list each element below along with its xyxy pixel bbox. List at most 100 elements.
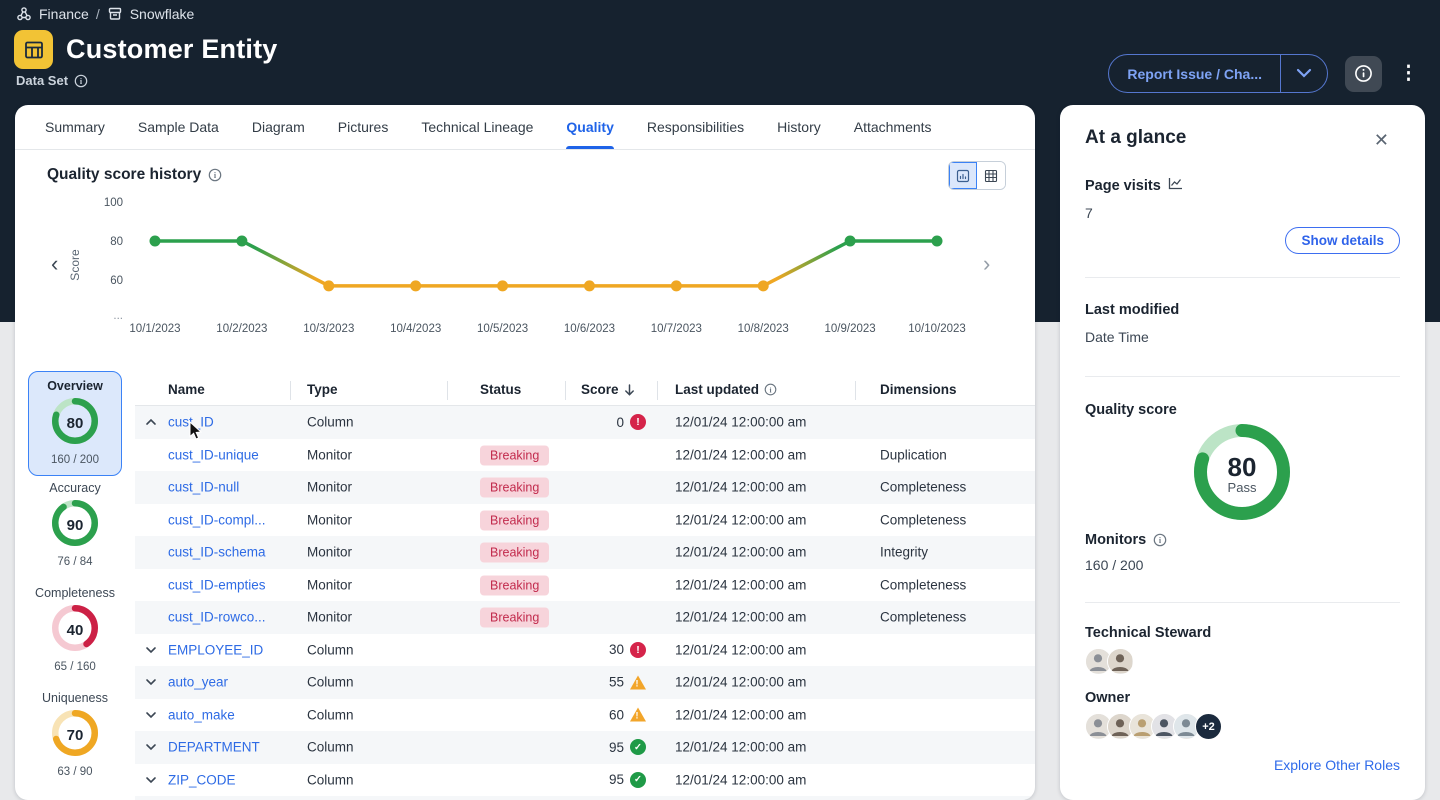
dimension-overview[interactable]: Overview 80 160 / 200 (28, 371, 122, 476)
dimension-label: Uniqueness (41, 691, 108, 705)
score-cell: 30! (535, 641, 646, 658)
asset-name-link[interactable]: cust_ID-unique (168, 447, 259, 463)
svg-text:10/8/2023: 10/8/2023 (738, 323, 789, 335)
expand-expand-icon[interactable] (144, 675, 158, 689)
last-updated-cell: 12/01/24 12:00:00 am (675, 739, 807, 755)
more-menu-button[interactable]: ⋮ (1399, 63, 1418, 84)
tab-diagram[interactable]: Diagram (251, 119, 305, 135)
dimension-cell: Integrity (880, 544, 929, 560)
panel-divider (1085, 602, 1400, 603)
asset-name-link[interactable]: ZIP_CODE (168, 772, 236, 788)
asset-name-link[interactable]: cust_ID-compl... (168, 512, 266, 528)
status-badge: Breaking (480, 510, 550, 531)
asset-name-link[interactable]: auto_make (168, 707, 235, 723)
table-row: cust_ID-schema Monitor Breaking 12/01/24 12… (135, 536, 1035, 569)
column-separator (855, 381, 856, 400)
dimension-detail: 65 / 160 (54, 661, 96, 673)
table-row: cust_ID-unique Monitor Breaking 12/01/24 12… (135, 439, 1035, 472)
tab-sample-data[interactable]: Sample Data (137, 119, 219, 135)
dimension-donut: 70 (52, 710, 98, 761)
quality-score-history-title: Quality score history i (47, 166, 222, 184)
info-button[interactable] (1345, 55, 1382, 92)
dimension-accuracy[interactable]: Accuracy 90 76 / 84 (28, 481, 122, 568)
asset-name-link[interactable]: cust_ID-schema (168, 544, 266, 560)
last-updated-cell: 12/01/24 12:00:00 am (675, 512, 807, 528)
quality-history-info-icon[interactable]: i (208, 168, 222, 182)
chart-view-button[interactable] (949, 162, 977, 189)
asset-name-link[interactable]: cust_ID-rowco... (168, 609, 266, 625)
avatar[interactable] (1085, 713, 1112, 740)
breadcrumb-separator: / (95, 6, 100, 22)
domain-icon (16, 6, 32, 22)
status-badge: Breaking (480, 607, 550, 628)
column-header-score[interactable]: Score (581, 382, 635, 397)
tab-pictures[interactable]: Pictures (337, 119, 389, 135)
asset-type-info-icon[interactable]: i (74, 74, 88, 88)
quality-table-header: Name Type Status Score Last updated i Dimens… (135, 376, 1035, 406)
column-header-dimensions[interactable]: Dimensions (880, 382, 957, 397)
table-row: cust_ID-rowco... Monitor Breaking 12/01/24 … (135, 601, 1035, 634)
column-separator (290, 381, 291, 400)
more-owners-badge[interactable]: +2 (1195, 713, 1222, 740)
expand-collapse-icon[interactable] (144, 415, 158, 429)
svg-text:i: i (769, 385, 771, 394)
avatar[interactable] (1173, 713, 1200, 740)
explore-other-roles-link[interactable]: Explore Other Roles (1273, 757, 1400, 773)
tab-attachments[interactable]: Attachments (853, 119, 932, 135)
asset-name-link[interactable]: EMPLOYEE_ID (168, 642, 264, 658)
svg-text:60: 60 (110, 275, 123, 287)
expand-expand-icon[interactable] (144, 643, 158, 657)
table-row: ZIP_CODE Column 95 ✓ 12/01/24 12:00:00 am (135, 764, 1035, 797)
chart-scroll-left-button[interactable]: ‹ (51, 251, 59, 276)
svg-text:10/5/2023: 10/5/2023 (477, 323, 528, 335)
report-issue-button[interactable]: Report Issue / Cha... (1108, 54, 1328, 93)
tab-technical-lineage[interactable]: Technical Lineage (421, 119, 534, 135)
tab-history[interactable]: History (777, 119, 821, 135)
report-issue-caret[interactable] (1280, 55, 1327, 92)
tab-summary[interactable]: Summary (45, 119, 105, 135)
expand-expand-icon[interactable] (144, 773, 158, 787)
expand-expand-icon[interactable] (144, 708, 158, 722)
asset-name-link[interactable]: DEPARTMENT (168, 739, 260, 755)
column-header-last-updated[interactable]: Last updated i (675, 382, 777, 397)
avatar[interactable] (1107, 713, 1134, 740)
breadcrumb-item-finance[interactable]: Finance (39, 6, 89, 22)
warning-icon (630, 675, 646, 690)
last-updated-info-icon[interactable]: i (764, 383, 777, 396)
tab-responsibilities[interactable]: Responsibilities (646, 119, 745, 135)
monitors-label: Monitors i (1085, 532, 1400, 548)
tab-quality[interactable]: Quality (566, 105, 615, 149)
asset-type-cell: Column (307, 772, 354, 788)
asset-type-cell: Monitor (307, 479, 353, 495)
column-header-status[interactable]: Status (480, 382, 522, 397)
breadcrumb-item-snowflake[interactable]: Snowflake (129, 6, 195, 22)
chart-scroll-right-button[interactable]: › (983, 251, 991, 276)
page-visits-label: Page visits (1085, 177, 1400, 194)
asset-name-link[interactable]: cust_ID-empties (168, 577, 266, 593)
dimension-completeness[interactable]: Completeness 40 65 / 160 (28, 586, 122, 673)
column-separator (657, 381, 658, 400)
report-issue-label[interactable]: Report Issue / Cha... (1127, 65, 1262, 82)
svg-text:10/6/2023: 10/6/2023 (564, 323, 615, 335)
dimension-donut: 80 (52, 398, 98, 449)
asset-name-link[interactable]: cust_ID-null (168, 479, 240, 495)
asset-type-cell: Monitor (307, 577, 353, 593)
table-view-button[interactable] (977, 162, 1005, 189)
show-details-button[interactable]: Show details (1285, 227, 1400, 254)
asset-name-link[interactable]: auto_year (168, 674, 229, 690)
dimension-uniqueness[interactable]: Uniqueness 70 63 / 90 (28, 691, 122, 778)
column-header-type[interactable]: Type (307, 382, 338, 397)
error-icon: ! (630, 641, 646, 658)
technical-steward-label: Technical Steward (1085, 625, 1212, 641)
expand-expand-icon[interactable] (144, 740, 158, 754)
quality-score-label: Quality score (1085, 402, 1177, 418)
svg-text:10/7/2023: 10/7/2023 (651, 323, 702, 335)
column-header-name[interactable]: Name (168, 382, 205, 397)
warning-icon (630, 707, 646, 722)
close-icon[interactable]: ✕ (1373, 130, 1389, 150)
chart-view-toggle (948, 161, 1006, 190)
avatar[interactable] (1107, 648, 1134, 675)
monitors-info-icon[interactable]: i (1153, 533, 1167, 547)
page-visits-chart-icon (1168, 177, 1183, 194)
asset-name-link[interactable]: cust_ID (168, 414, 214, 430)
